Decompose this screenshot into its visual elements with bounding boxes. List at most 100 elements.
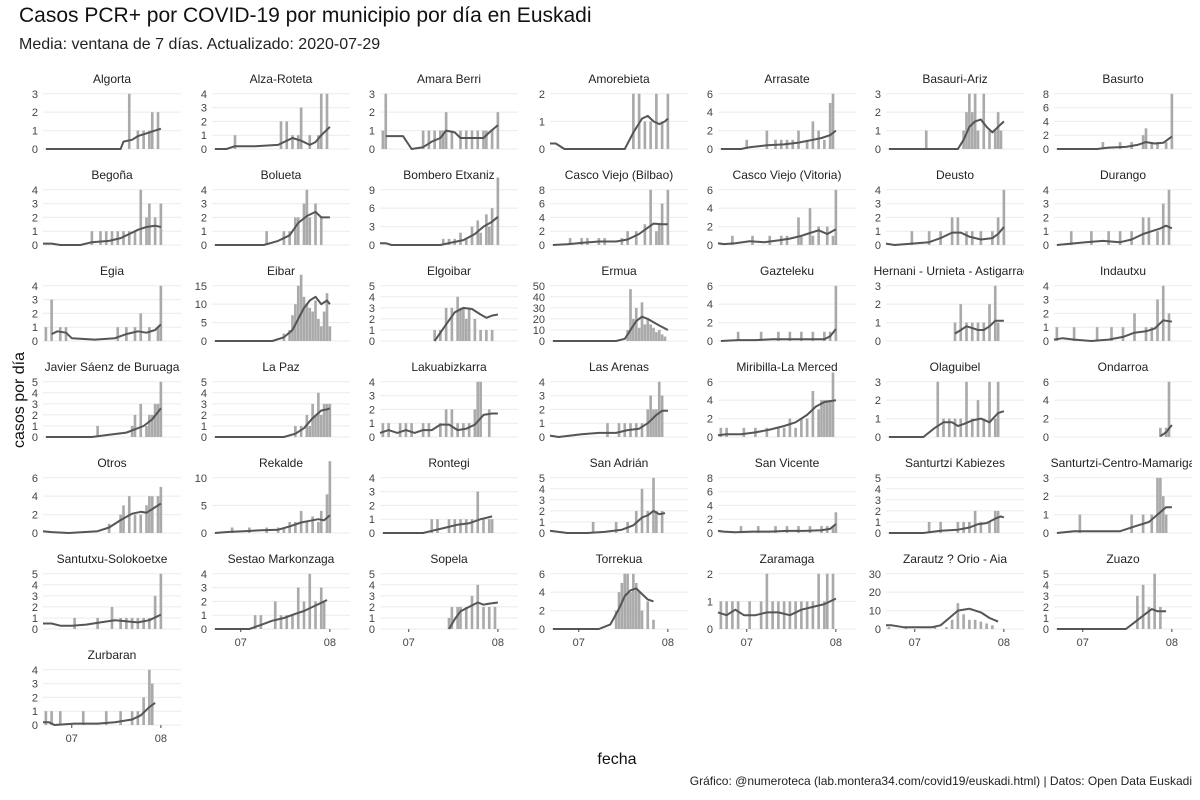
y-tick-label: 0 (32, 720, 38, 732)
case-bar (470, 595, 474, 629)
case-bar (325, 293, 329, 341)
y-tick-label: 0 (539, 528, 545, 540)
case-bar (1164, 142, 1168, 149)
case-bar (156, 403, 160, 437)
panel-title: Santutxu-Solokoetxe (57, 552, 168, 566)
case-bar (800, 235, 803, 245)
case-bar (652, 409, 655, 437)
case-bar (447, 238, 451, 245)
case-bar (759, 331, 763, 341)
y-tick-label: 8 (707, 473, 713, 485)
y-tick-label: 6 (369, 203, 375, 215)
y-tick-label: 6 (32, 473, 38, 485)
panel-sestao-markonzaga: Sestao Markonzaga 0 1 23 4 07 08 (201, 552, 350, 649)
case-bar (487, 409, 491, 437)
case-bar (482, 606, 485, 629)
y-tick-label: 1 (875, 226, 881, 238)
y-tick-label: 1 (32, 706, 38, 718)
y-tick-label: 0 (369, 240, 375, 252)
y-tick-label: 1 (1043, 322, 1049, 334)
panel-title: Zurbaran (88, 648, 137, 662)
case-bar (436, 519, 439, 533)
case-bar (127, 231, 131, 245)
y-tick-label: 3 (32, 89, 38, 101)
x-tick-label: 08 (155, 733, 167, 745)
y-tick-label: 5 (32, 569, 38, 581)
case-bar (319, 326, 323, 341)
y-tick-label: 2 (369, 314, 375, 326)
y-tick-label: 2 (707, 126, 713, 138)
y-tick-label: 10 (533, 325, 545, 337)
case-bar (924, 130, 928, 149)
case-bar (736, 601, 740, 629)
case-bar (834, 512, 838, 533)
y-tick-label: 2 (1043, 414, 1049, 426)
case-bar (473, 318, 477, 341)
rolling-average-line (885, 226, 1005, 246)
case-bar (660, 395, 664, 437)
case-bar (1055, 327, 1059, 341)
case-bar (765, 130, 769, 149)
case-bar (233, 135, 237, 149)
case-bar (800, 418, 803, 437)
case-bar (456, 296, 459, 341)
y-tick-label: 5 (539, 473, 545, 485)
case-bar (317, 392, 320, 437)
case-bar (731, 601, 734, 629)
y-tick-label: 1 (539, 517, 545, 529)
y-tick-label: 4 (32, 491, 38, 503)
case-bar (427, 130, 431, 149)
case-bar (831, 372, 835, 437)
panel-title: San Adrián (590, 456, 649, 470)
case-bar (487, 226, 491, 245)
y-tick-label: 5 (201, 318, 207, 330)
case-bar (464, 606, 468, 629)
case-bar (1150, 327, 1154, 341)
case-bar (479, 381, 482, 437)
case-bar (811, 390, 815, 437)
x-axis-label: fecha (597, 751, 636, 768)
x-tick-label: 07 (1077, 637, 1089, 649)
rolling-average-line (214, 514, 331, 534)
y-tick-label: 0 (875, 528, 881, 540)
case-bar (487, 606, 491, 629)
rolling-average-line (720, 129, 837, 150)
case-bar (450, 606, 454, 629)
case-bar (823, 400, 826, 437)
case-bar (1167, 313, 1171, 341)
panel-deusto: Deusto 0 1 23 4 (875, 168, 1024, 252)
y-tick-label: 4 (1043, 580, 1049, 592)
case-bar (797, 526, 800, 533)
case-bar (823, 331, 826, 341)
case-bar (148, 496, 151, 533)
case-bar (962, 521, 965, 533)
case-bar (785, 526, 789, 533)
case-bar (825, 573, 829, 629)
y-tick-label: 1 (539, 418, 545, 430)
case-bar (1147, 606, 1151, 629)
case-bar (982, 418, 986, 437)
case-bar (629, 289, 632, 341)
case-bar (273, 601, 277, 629)
case-bar (288, 329, 291, 341)
y-tick-label: 0 (707, 144, 713, 156)
case-bar (325, 494, 329, 533)
y-tick-label: 6 (707, 89, 713, 101)
case-bar (58, 327, 62, 341)
case-bar (800, 331, 803, 341)
panel-title: Elgoibar (427, 264, 471, 278)
case-bar (649, 395, 652, 437)
y-tick-label: 2 (32, 602, 38, 614)
y-tick-label: 3 (32, 679, 38, 691)
case-bar (965, 381, 968, 437)
panel-title: Miribilla-La Merced (736, 360, 837, 374)
case-bar (663, 336, 667, 341)
y-tick-label: 2 (32, 308, 38, 320)
case-bar (328, 403, 332, 437)
case-bar (768, 235, 772, 245)
case-bar (467, 307, 471, 341)
y-tick-label: 0 (539, 144, 545, 156)
y-tick-label: 0 (32, 528, 38, 540)
